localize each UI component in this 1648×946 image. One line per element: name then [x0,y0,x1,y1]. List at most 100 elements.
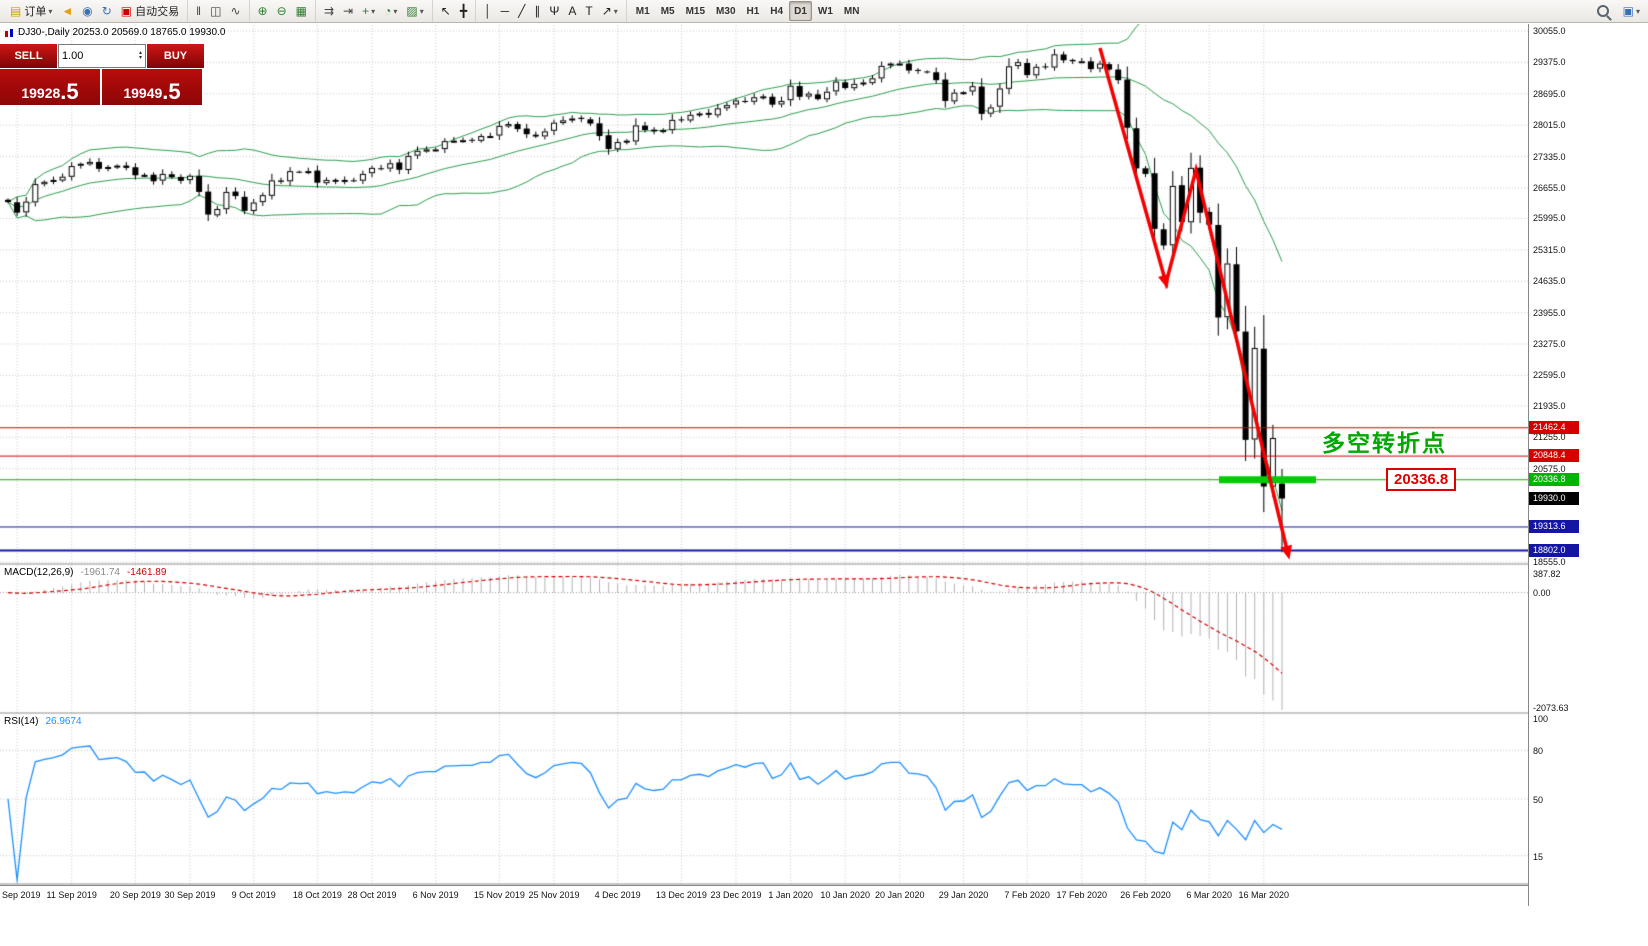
auto-trading-button[interactable]: ▣ 自动交易 [117,1,183,21]
new-order-button[interactable]: ▤ 订单 ▾ [6,1,56,21]
spinner-up-icon[interactable]: ▴ [138,50,142,56]
current-price-tag[interactable]: 19930.0 [1529,491,1579,505]
timeframe-w1[interactable]: W1 [813,1,838,21]
line-chart-icon[interactable]: ∿ [226,1,244,21]
templates-button[interactable]: ▨ ▾ [402,1,427,21]
sell-button[interactable]: SELL [0,44,57,68]
time-axis-label: 10 Jan 2020 [820,890,870,900]
toolbar-group-timeframes: M1 M5 M15 M30 H1 H4 D1 W1 MN [627,0,869,22]
text-label-icon: T [585,4,593,18]
accounts-icon[interactable]: ◉ [78,1,96,21]
zoom-in-icon: ⊕ [257,4,268,18]
macd-axis-label: -2073.63 [1533,703,1569,713]
zoom-in-icon[interactable]: ⊕ [254,1,272,21]
rsi-indicator-label: RSI(14) 26.9674 [4,716,82,727]
price-level-tag[interactable]: 21462.4 [1529,420,1579,434]
buy-price-base: 19949 [123,85,163,101]
megaphone-icon[interactable]: ◄ [57,1,77,21]
dropdown-caret-icon: ▾ [48,6,53,16]
bars-chart-icon[interactable]: ‖ [192,1,205,21]
new-order-button-label: 订单 [24,6,47,18]
price-chart-canvas[interactable] [0,24,1528,885]
buy-button[interactable]: BUY [147,44,204,68]
andrews-pitchfork-icon[interactable]: Ψ [545,1,563,21]
arrows-button[interactable]: ↗ ▾ [598,1,622,21]
price-axis-label: 25995.0 [1533,213,1566,224]
auto-trading-button: ▣ [120,4,133,18]
chart-shift-icon[interactable]: ⇥ [339,1,357,21]
candlestick-chart-icon[interactable]: ◫ [206,1,225,21]
toolbar-group-drawing: │ ─ ╱ ∥ Ψ A T ↗ ▾ [476,0,627,22]
text-icon[interactable]: A [564,1,580,21]
trendline-icon[interactable]: ╱ [514,1,529,21]
timeframe-d1[interactable]: D1 [789,1,812,21]
volume-input[interactable]: 1.00 ▴ ▾ [58,44,146,68]
time-axis-label: 26 Feb 2020 [1120,890,1171,900]
timeframe-h1-label: H1 [746,5,760,17]
crosshair-icon[interactable]: ╋ [456,1,471,21]
spinner-down-icon[interactable]: ▾ [138,55,142,61]
dropdown-caret-icon: ▾ [419,6,424,16]
auto-scroll-icon[interactable]: ⇉ [320,1,338,21]
chart-icon [5,28,13,37]
indicators-button[interactable]: + ▾ [358,1,379,21]
macd-axis-label: 387.82 [1533,569,1561,579]
buy-price[interactable]: 19949.5 [102,69,202,105]
volume-value: 1.00 [62,50,84,62]
timeframe-w1-label: W1 [817,5,833,17]
timeframe-h4[interactable]: H4 [765,1,788,21]
price-axis[interactable]: 30055.0 29375.0 28695.0 28015.0 27335.0 26655… [1528,24,1648,906]
community-icon[interactable]: ↻ [98,1,116,21]
volume-spinner[interactable]: ▴ ▾ [138,50,142,61]
search-icon[interactable] [1593,1,1613,21]
price-axis-label: 20575.0 [1533,463,1566,474]
time-axis-label: 28 Oct 2019 [347,890,397,900]
tile-windows-icon[interactable]: ▦ [292,1,311,21]
price-axis-label: 28695.0 [1533,88,1566,99]
price-level-tag[interactable]: 19313.6 [1529,519,1579,533]
periods-button[interactable]: ◔ ▾ [380,1,401,21]
sell-price[interactable]: 19928.5 [0,69,100,105]
arrows-button: ↗ [601,4,612,18]
zoom-out-icon[interactable]: ⊖ [273,1,291,21]
trade-panel-prices: 19928.5 19949.5 [0,69,204,105]
toolbar-group-cursor: ↖ ╋ [433,0,477,22]
templates-button: ▨ [406,4,418,18]
timeframe-m1[interactable]: M1 [631,1,655,21]
periods-button: ◔ [384,4,392,18]
price-level-tag[interactable]: 20336.8 [1529,472,1579,486]
cursor-icon[interactable]: ↖ [437,1,455,21]
candlestick-chart-icon: ◫ [210,4,222,18]
rsi-axis-label: 80 [1533,746,1544,757]
equidistant-channel-icon[interactable]: ∥ [530,1,544,21]
rsi-axis-label: 100 [1533,714,1549,724]
buy-price-frac: .5 [162,79,181,104]
horizontal-line-icon: ─ [500,4,510,18]
text-label-icon[interactable]: T [581,1,596,21]
time-axis-label: 6 Nov 2019 [412,890,459,900]
price-level-tag[interactable]: 18802.0 [1529,543,1579,557]
dropdown-caret-icon: ▾ [613,6,618,16]
vertical-line-icon[interactable]: │ [480,1,496,21]
timeframe-m5[interactable]: M5 [656,1,680,21]
macd-signal-value: -1461.89 [126,567,167,578]
timeframe-mn[interactable]: MN [839,1,865,21]
timeframe-m15[interactable]: M15 [681,1,710,21]
time-axis[interactable]: Sep 2019 11 Sep 2019 20 Sep 2019 30 Sep 201… [0,885,1528,906]
horizontal-line-icon[interactable]: ─ [497,1,514,21]
dropdown-caret-icon: ▾ [393,6,398,16]
new-window-button[interactable]: ▣ ▾ [1619,1,1644,21]
rsi-value: 26.9674 [45,716,82,727]
timeframe-m15-label: M15 [685,5,706,17]
time-axis-label: 6 Mar 2020 [1186,890,1232,900]
price-axis-label: 21935.0 [1533,400,1566,411]
timeframe-m30[interactable]: M30 [711,1,740,21]
sell-price-frac: .5 [60,79,79,104]
auto-scroll-icon: ⇉ [323,4,335,18]
price-level-tag[interactable]: 20848.4 [1529,449,1579,463]
community-icon: ↻ [101,4,112,18]
timeframe-h1[interactable]: H1 [742,1,765,21]
toolbar-group-chart-tools: ⇉ ⇥ + ▾ ◔ ▾ ▨ ▾ [316,0,433,22]
price-axis-label: 23275.0 [1533,339,1566,350]
indicators-button: + [362,4,370,18]
